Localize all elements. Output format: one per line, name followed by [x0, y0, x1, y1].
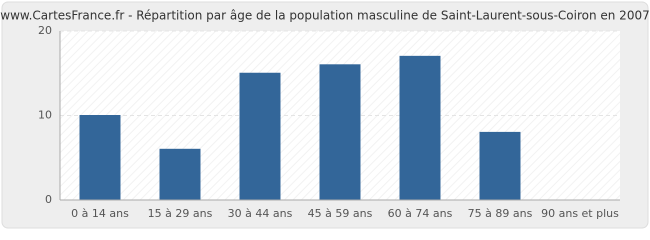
bar: [79, 115, 121, 201]
bar: [399, 55, 441, 201]
x-tick-label: 60 à 74 ans: [388, 207, 453, 220]
x-tick-label: 15 à 29 ans: [148, 207, 213, 220]
bar: [319, 64, 361, 201]
x-tick-label: 75 à 89 ans: [468, 207, 533, 220]
bar: [479, 131, 521, 201]
x-tick-label: 30 à 44 ans: [228, 207, 293, 220]
bar: [239, 72, 281, 201]
y-tick-label: 0: [45, 193, 52, 206]
x-tick-label: 90 ans et plus: [541, 207, 619, 220]
bar: [159, 148, 201, 201]
x-tick-label: 0 à 14 ans: [71, 207, 129, 220]
x-tick-label: 45 à 59 ans: [308, 207, 373, 220]
chart-title: www.CartesFrance.fr - Répartition par âg…: [0, 9, 649, 23]
y-tick-label: 20: [38, 24, 52, 37]
y-tick-label: 10: [38, 109, 52, 122]
chart: www.CartesFrance.fr - Répartition par âg…: [0, 1, 650, 229]
